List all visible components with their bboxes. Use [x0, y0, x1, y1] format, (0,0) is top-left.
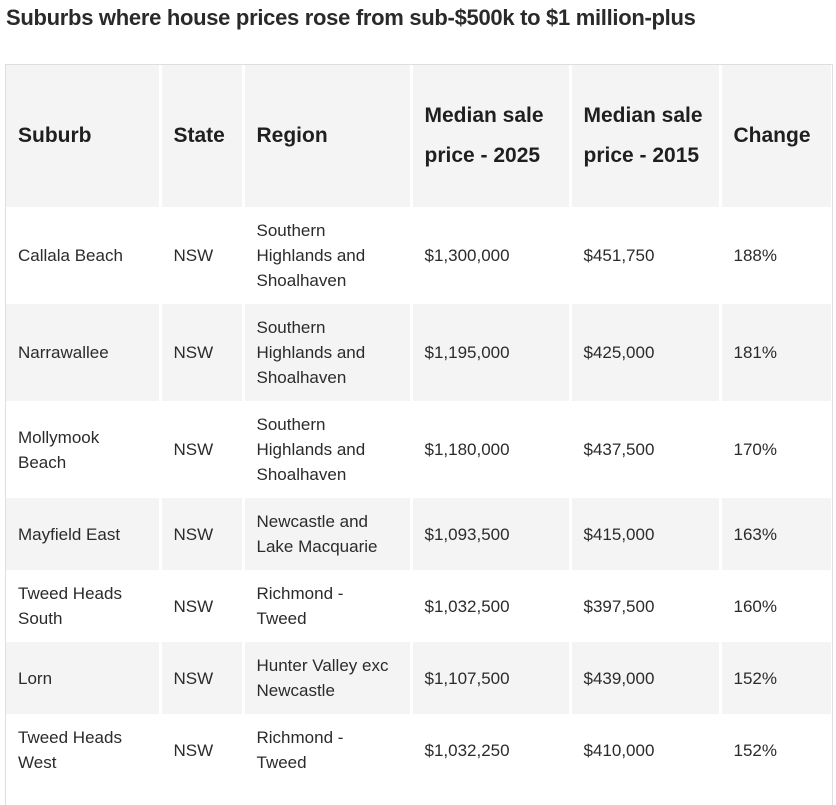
- cell-change: 160%: [720, 570, 831, 642]
- cell-price-2025: $1,300,000: [411, 207, 572, 304]
- cell-state: NSW: [160, 304, 245, 401]
- cell-price-2015: $415,000: [570, 498, 722, 570]
- cell-region: Richmond - Tweed: [243, 714, 413, 786]
- cell-suburb: Narrawallee: [6, 304, 162, 401]
- cell-region: Southern Highlands and Shoalhaven: [243, 401, 413, 498]
- table-row: Tweed Heads West NSW Richmond - Tweed $1…: [6, 714, 831, 786]
- table-row: Tweed Heads South NSW Richmond - Tweed $…: [6, 570, 831, 642]
- cell-change: 170%: [720, 401, 831, 498]
- cell-price-2025: $1,195,000: [411, 304, 572, 401]
- cell-price-2025: $1,180,000: [411, 401, 572, 498]
- cell-price-2025: $1,032,250: [411, 714, 572, 786]
- cell-change: 181%: [720, 304, 831, 401]
- cell-change: 152%: [720, 714, 831, 786]
- header-price-2025: Median sale price - 2025: [411, 65, 572, 207]
- cell-state: NSW: [160, 498, 245, 570]
- cell-suburb: Mayfield East: [6, 498, 162, 570]
- table-row: Mollymook Beach NSW Southern Highlands a…: [6, 401, 831, 498]
- cell-price-2015: $437,500: [570, 401, 722, 498]
- cell-price-2015: $425,000: [570, 304, 722, 401]
- table-row: Mayfield East NSW Newcastle and Lake Mac…: [6, 498, 831, 570]
- cell-suburb: Callala Beach: [6, 207, 162, 304]
- cell-suburb: Tweed Heads South: [6, 570, 162, 642]
- header-suburb: Suburb: [6, 65, 162, 207]
- cell-price-2015: $410,000: [570, 714, 722, 786]
- header-row: Suburb State Region Median sale price - …: [6, 65, 831, 207]
- cell-region: Hunter Valley exc Newcastle: [243, 642, 413, 714]
- cell-suburb: Tweed Heads West: [6, 714, 162, 786]
- price-table-container: Suburb State Region Median sale price - …: [5, 64, 833, 805]
- header-region: Region: [243, 65, 413, 207]
- cell-state: NSW: [160, 642, 245, 714]
- cell-change: 163%: [720, 498, 831, 570]
- cell-region: Southern Highlands and Shoalhaven: [243, 207, 413, 304]
- cell-change: 188%: [720, 207, 831, 304]
- cell-suburb: Mollymook Beach: [6, 401, 162, 498]
- table-body: Callala Beach NSW Southern Highlands and…: [6, 207, 831, 786]
- cell-suburb: Lorn: [6, 642, 162, 714]
- cell-state: NSW: [160, 401, 245, 498]
- cell-state: NSW: [160, 207, 245, 304]
- cell-region: Newcastle and Lake Macquarie: [243, 498, 413, 570]
- cell-region: Southern Highlands and Shoalhaven: [243, 304, 413, 401]
- cell-price-2025: $1,032,500: [411, 570, 572, 642]
- cell-price-2015: $439,000: [570, 642, 722, 714]
- header-change: Change: [720, 65, 831, 207]
- table-row: Lorn NSW Hunter Valley exc Newcastle $1,…: [6, 642, 831, 714]
- cell-price-2025: $1,093,500: [411, 498, 572, 570]
- page-title: Suburbs where house prices rose from sub…: [6, 5, 696, 30]
- cell-change: 152%: [720, 642, 831, 714]
- cell-price-2015: $397,500: [570, 570, 722, 642]
- table-header: Suburb State Region Median sale price - …: [6, 65, 831, 207]
- cell-price-2025: $1,107,500: [411, 642, 572, 714]
- cell-state: NSW: [160, 714, 245, 786]
- header-state: State: [160, 65, 245, 207]
- price-table: Suburb State Region Median sale price - …: [6, 65, 831, 786]
- cell-state: NSW: [160, 570, 245, 642]
- header-price-2015: Median sale price - 2015: [570, 65, 722, 207]
- cell-region: Richmond - Tweed: [243, 570, 413, 642]
- table-row: Narrawallee NSW Southern Highlands and S…: [6, 304, 831, 401]
- cell-price-2015: $451,750: [570, 207, 722, 304]
- table-row: Callala Beach NSW Southern Highlands and…: [6, 207, 831, 304]
